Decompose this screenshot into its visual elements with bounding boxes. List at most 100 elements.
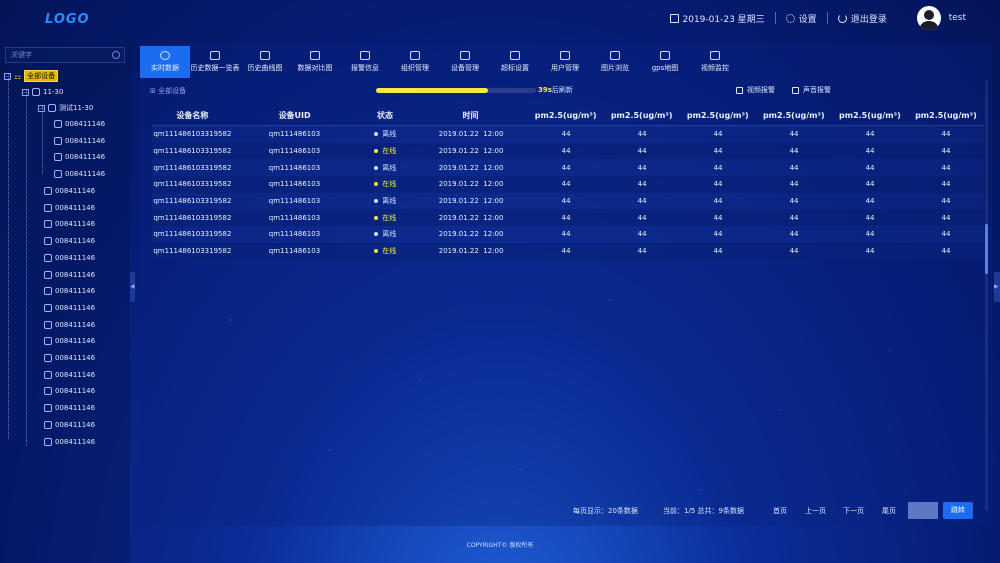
collapse-toggle-icon[interactable]: − bbox=[22, 88, 29, 96]
tree-device[interactable]: 008411146 bbox=[44, 269, 95, 281]
tree-device-label[interactable]: 008411146 bbox=[65, 136, 106, 145]
tree-device[interactable]: 008411146 bbox=[54, 118, 105, 130]
tree-device-label[interactable]: 008411146 bbox=[55, 387, 96, 396]
collapse-toggle-icon[interactable]: − bbox=[38, 104, 45, 112]
nav-tab-label: gps地图 bbox=[651, 64, 679, 72]
nav-tab[interactable]: 超标设置 bbox=[490, 46, 540, 78]
nav-tab[interactable]: 数据对比图 bbox=[290, 46, 340, 78]
checkbox-icon[interactable] bbox=[792, 86, 799, 94]
nav-tab[interactable]: 报警信息 bbox=[340, 46, 390, 78]
nav-tab[interactable]: 设备管理 bbox=[440, 46, 490, 78]
refresh-suffix: 后刷新 bbox=[551, 86, 573, 94]
tree-device[interactable]: 008411146 bbox=[44, 436, 95, 448]
tree-device-label[interactable]: 008411146 bbox=[65, 170, 106, 179]
nav-tab[interactable]: 用户管理 bbox=[540, 46, 590, 78]
tree-device-label[interactable]: 008411146 bbox=[55, 404, 96, 413]
next-page-button[interactable]: 下一页 bbox=[843, 507, 864, 515]
tree-device-label[interactable]: 008411146 bbox=[55, 220, 96, 229]
search-input[interactable]: 关键字 bbox=[5, 47, 125, 63]
tree-device[interactable]: 008411146 bbox=[44, 252, 95, 264]
prev-page-button[interactable]: 上一页 bbox=[805, 507, 826, 515]
sidebar-collapse-handle[interactable]: ◀ bbox=[130, 272, 135, 302]
tree-subgroup-label[interactable]: 测试11-30 bbox=[59, 104, 94, 112]
nav-tab-icon bbox=[710, 51, 720, 60]
tree-device[interactable]: 008411146 bbox=[44, 285, 95, 297]
tree-device-label[interactable]: 008411146 bbox=[55, 437, 96, 446]
tree-device-label[interactable]: 008411146 bbox=[55, 320, 96, 329]
tree-device-label[interactable]: 008411146 bbox=[65, 153, 106, 162]
tree-device-label[interactable]: 008411146 bbox=[55, 203, 96, 212]
tree-group-label[interactable]: 11-30 bbox=[43, 88, 64, 96]
table-row[interactable]: qm111486103319582 qm111486103 在线 2019.01.22… bbox=[152, 142, 984, 160]
nav-tab[interactable]: 图片浏览 bbox=[590, 46, 640, 78]
table-row[interactable]: qm111486103319582 qm111486103 在线 2019.01.22… bbox=[152, 209, 984, 227]
video-alarm-checkbox[interactable]: 视频报警 bbox=[736, 85, 775, 95]
device-icon bbox=[44, 370, 52, 379]
tree-device-label[interactable]: 008411146 bbox=[55, 337, 96, 346]
tree-device[interactable]: 008411146 bbox=[44, 335, 95, 347]
nav-tab[interactable]: gps地图 bbox=[640, 46, 690, 78]
tree-device[interactable]: 008411146 bbox=[54, 168, 105, 180]
jump-button[interactable]: 跳转 bbox=[943, 502, 973, 519]
right-panel-handle[interactable]: ▶ bbox=[994, 272, 1000, 302]
tree-device-label[interactable]: 008411146 bbox=[55, 287, 96, 296]
device-icon bbox=[44, 404, 52, 413]
tree-device[interactable]: 008411146 bbox=[44, 352, 95, 364]
avatar[interactable] bbox=[916, 6, 941, 30]
table-row[interactable]: qm111486103319582 qm111486103 离线 2019.01.22… bbox=[152, 159, 984, 177]
tree-device[interactable]: 008411146 bbox=[44, 419, 95, 431]
nav-tab[interactable]: 实时数据 bbox=[140, 46, 190, 78]
tree-device[interactable]: 008411146 bbox=[54, 151, 105, 163]
tree-device-label[interactable]: 008411146 bbox=[55, 187, 96, 195]
table-row[interactable]: qm111486103319582 qm111486103 在线 2019.01.22… bbox=[152, 176, 984, 193]
tree-device[interactable]: 008411146 bbox=[44, 235, 95, 247]
tree-device[interactable]: 008411146 bbox=[44, 402, 95, 414]
logout-button[interactable]: 退出登录 bbox=[826, 12, 897, 25]
breadcrumb: ⊞ 全部设备 bbox=[150, 86, 186, 96]
nav-tab[interactable]: 历史曲线图 bbox=[240, 46, 290, 78]
tree-device-label[interactable]: 008411146 bbox=[55, 270, 96, 279]
tree-device[interactable]: 008411146 bbox=[44, 218, 95, 230]
tree-device[interactable]: 008411146 bbox=[44, 202, 95, 214]
tree-device[interactable]: 008411146 bbox=[44, 185, 95, 197]
tree-device-label[interactable]: 008411146 bbox=[55, 253, 96, 262]
table-row[interactable]: qm111486103319582 qm111486103 离线 2019.01.22… bbox=[152, 126, 984, 143]
table-row[interactable]: qm111486103319582 qm111486103 在线 2019.01.22… bbox=[152, 242, 984, 260]
tree-device-label[interactable]: 008411146 bbox=[55, 420, 96, 429]
scrollbar-track[interactable] bbox=[985, 80, 988, 510]
tree-device-label[interactable]: 008411146 bbox=[55, 370, 96, 379]
tree-root-label[interactable]: 全部设备 bbox=[24, 70, 59, 82]
username[interactable]: test bbox=[948, 13, 966, 23]
tree-device-label[interactable]: 008411146 bbox=[55, 303, 96, 312]
tree-device[interactable]: 008411146 bbox=[44, 319, 95, 331]
checkbox-icon[interactable] bbox=[736, 86, 743, 94]
cell-device-uid: qm111486103 bbox=[268, 147, 321, 156]
settings-button[interactable]: 设置 bbox=[774, 12, 827, 25]
nav-tab[interactable]: 视频监控 bbox=[690, 46, 740, 78]
cell-status: 离线 bbox=[356, 163, 414, 173]
nav-tab[interactable]: 组织管理 bbox=[390, 46, 440, 78]
tree-device-label[interactable]: 008411146 bbox=[55, 237, 96, 246]
search-icon[interactable] bbox=[112, 51, 120, 59]
nav-tab[interactable]: 历史数据一览表 bbox=[190, 46, 240, 78]
tree-subgroup[interactable]: − 测试11-30 bbox=[38, 102, 93, 114]
tree-device[interactable]: 008411146 bbox=[44, 385, 95, 397]
nav-tab-label: 历史数据一览表 bbox=[190, 64, 240, 72]
table-row[interactable]: qm111486103319582 qm111486103 离线 2019.01.22… bbox=[152, 226, 984, 243]
tree-device-label[interactable]: 008411146 bbox=[55, 354, 96, 362]
nav-tab-label: 图片浏览 bbox=[601, 64, 629, 72]
collapse-toggle-icon[interactable]: − bbox=[4, 72, 11, 80]
sound-alarm-checkbox[interactable]: 声音报警 bbox=[792, 85, 831, 95]
page-jump-input[interactable] bbox=[908, 502, 938, 519]
first-page-button[interactable]: 首页 bbox=[773, 507, 787, 515]
last-page-button[interactable]: 尾页 bbox=[882, 507, 896, 515]
tree-device[interactable]: 008411146 bbox=[54, 135, 105, 147]
tree-device[interactable]: 008411146 bbox=[44, 302, 95, 314]
scrollbar-thumb[interactable] bbox=[985, 224, 988, 274]
tree-group[interactable]: − 11-30 bbox=[22, 86, 63, 98]
tree-device[interactable]: 008411146 bbox=[44, 369, 95, 381]
status-label: 离线 bbox=[382, 197, 397, 206]
tree-device-label[interactable]: 008411146 bbox=[65, 120, 106, 128]
tree-root[interactable]: − ⚏ 全部设备 bbox=[4, 70, 59, 82]
table-row[interactable]: qm111486103319582 qm111486103 离线 2019.01.22… bbox=[152, 192, 984, 210]
